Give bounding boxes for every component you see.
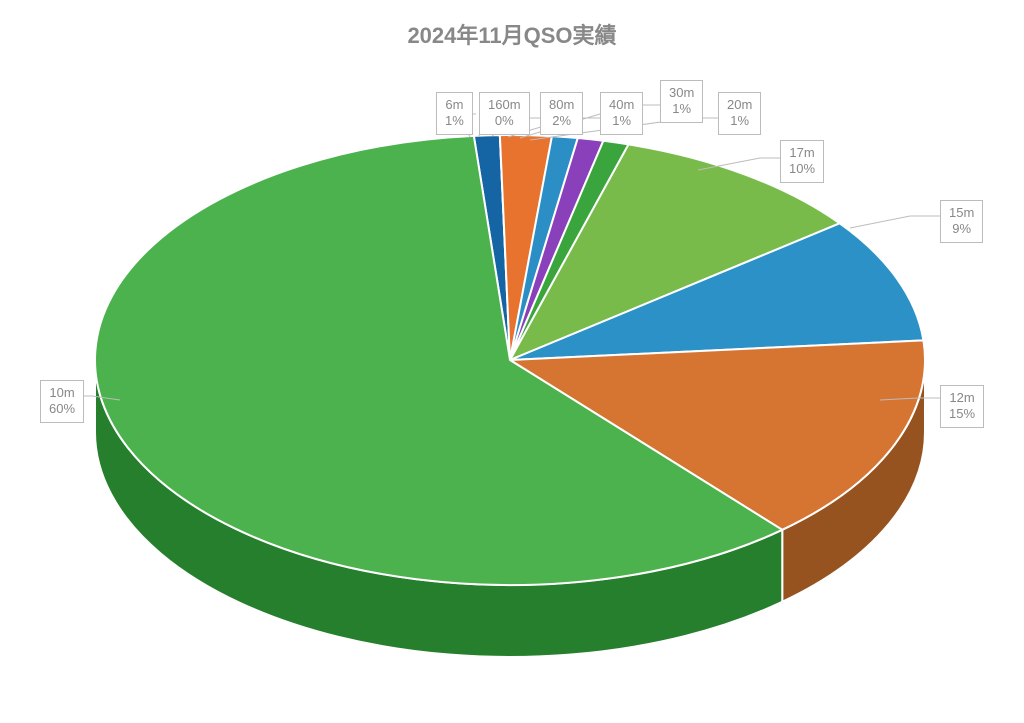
label-6m-band: 6m bbox=[445, 97, 464, 113]
label-40m: 40m1% bbox=[600, 92, 643, 135]
label-6m: 6m1% bbox=[436, 92, 473, 135]
label-17m-pct: 10% bbox=[789, 161, 815, 177]
label-20m-band: 20m bbox=[727, 97, 752, 113]
label-15m: 15m9% bbox=[940, 200, 983, 243]
label-160m: 160m0% bbox=[479, 92, 530, 135]
label-12m: 12m15% bbox=[940, 385, 984, 428]
label-10m-pct: 60% bbox=[49, 401, 75, 417]
label-80m: 80m2% bbox=[540, 92, 583, 135]
label-10m-band: 10m bbox=[49, 385, 75, 401]
label-40m-pct: 1% bbox=[609, 113, 634, 129]
label-15m-band: 15m bbox=[949, 205, 974, 221]
label-80m-band: 80m bbox=[549, 97, 574, 113]
label-30m-pct: 1% bbox=[669, 101, 694, 117]
label-160m-band: 160m bbox=[488, 97, 521, 113]
leader-15m bbox=[850, 216, 940, 228]
label-12m-pct: 15% bbox=[949, 406, 975, 422]
label-40m-band: 40m bbox=[609, 97, 634, 113]
label-160m-pct: 0% bbox=[488, 113, 521, 129]
label-80m-pct: 2% bbox=[549, 113, 574, 129]
label-15m-pct: 9% bbox=[949, 221, 974, 237]
label-10m: 10m60% bbox=[40, 380, 84, 423]
label-17m: 17m10% bbox=[780, 140, 824, 183]
label-30m-band: 30m bbox=[669, 85, 694, 101]
label-20m: 20m1% bbox=[718, 92, 761, 135]
label-20m-pct: 1% bbox=[727, 113, 752, 129]
label-12m-band: 12m bbox=[949, 390, 975, 406]
label-30m: 30m1% bbox=[660, 80, 703, 123]
label-17m-band: 17m bbox=[789, 145, 815, 161]
label-6m-pct: 1% bbox=[445, 113, 464, 129]
